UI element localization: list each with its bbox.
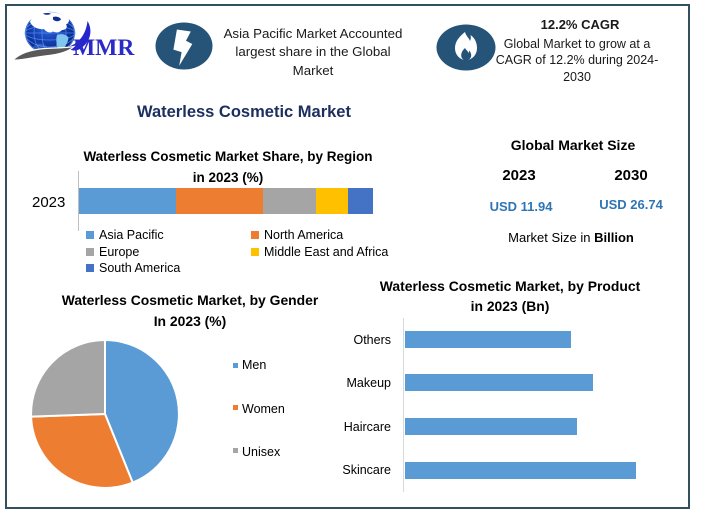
svg-text:MMR: MMR xyxy=(73,35,135,61)
